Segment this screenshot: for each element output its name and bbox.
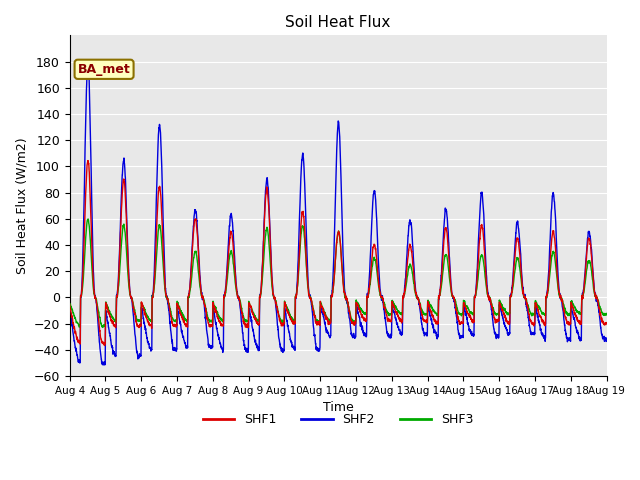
Text: BA_met: BA_met [77,63,131,76]
Line: SHF1: SHF1 [70,161,607,346]
SHF1 [84,158,92,164]
X-axis label: Time: Time [323,401,353,414]
SHF2 [602,336,610,342]
SHF3 [602,312,610,318]
SHF3 [99,324,106,330]
SHF1 [318,305,326,311]
SHF3 [84,216,92,222]
SHF1 [100,343,108,348]
SHF3 [429,306,436,312]
SHF1 [603,320,611,325]
SHF1 [458,320,466,326]
SHF1 [163,293,170,299]
SHF3 [66,300,74,306]
SHF3 [163,294,170,300]
SHF1 [66,301,74,307]
SHF2 [489,318,497,324]
SHF2 [66,306,74,312]
Title: Soil Heat Flux: Soil Heat Flux [285,15,391,30]
SHF2 [429,323,436,329]
Legend: SHF1, SHF2, SHF3: SHF1, SHF2, SHF3 [198,408,479,431]
SHF1 [602,321,610,326]
SHF2 [603,338,611,344]
Line: SHF3: SHF3 [70,219,607,327]
Y-axis label: Soil Heat Flux (W/m2): Soil Heat Flux (W/m2) [15,137,28,274]
Line: SHF2: SHF2 [70,61,607,365]
SHF2 [99,362,107,368]
SHF3 [458,312,466,317]
SHF3 [603,311,611,316]
SHF3 [489,305,497,311]
SHF1 [489,307,497,312]
SHF2 [318,309,326,314]
SHF3 [318,304,326,310]
SHF2 [84,58,92,64]
SHF2 [458,333,466,339]
SHF1 [429,313,436,319]
SHF2 [163,293,170,299]
